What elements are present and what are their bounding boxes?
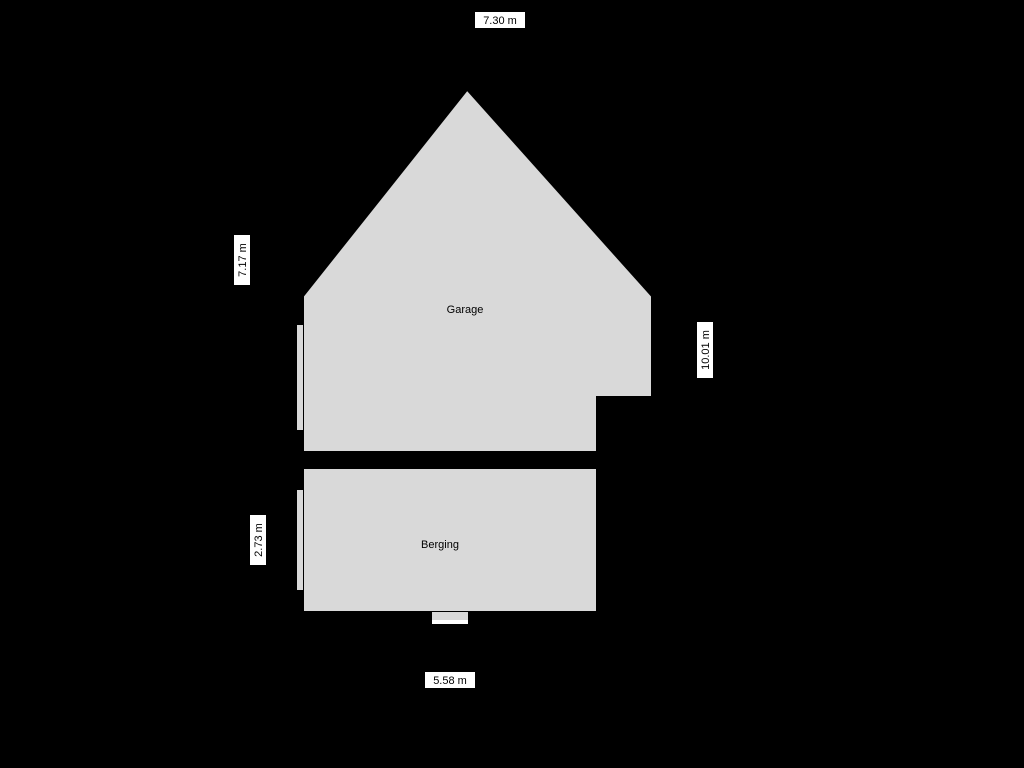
dim-tick	[285, 483, 303, 484]
dimension-left_upper: 7.17 m	[234, 235, 250, 285]
door-notch-interior	[460, 453, 482, 467]
dimension-text: 7.17 m	[237, 243, 249, 277]
opening-berging-left	[297, 490, 303, 590]
room-label-garage: Garage	[447, 304, 484, 316]
dimension-text: 7.30 m	[483, 15, 517, 27]
dimension-left_lower: 2.73 m	[250, 515, 266, 565]
floorplan-canvas: Garage Berging 7.30 m 7.17 m 10.01 m 2.73 m…	[0, 0, 1024, 768]
dimension-right: 10.01 m	[697, 322, 713, 378]
room-garage	[300, 85, 655, 455]
room-label-berging: Berging	[421, 539, 459, 551]
door-notch-diagonal	[339, 123, 361, 149]
dimension-text: 5.58 m	[433, 675, 467, 687]
dimension-text: 10.01 m	[700, 330, 712, 370]
dimension-top_width: 7.30 m	[475, 12, 525, 28]
opening-berging-door	[432, 612, 468, 624]
dim-tick	[285, 598, 303, 599]
dimension-text: 2.73 m	[253, 523, 265, 557]
opening-garage-left	[297, 325, 303, 430]
dimension-bottom: 5.58 m	[425, 672, 475, 688]
interior-wall	[293, 455, 608, 465]
